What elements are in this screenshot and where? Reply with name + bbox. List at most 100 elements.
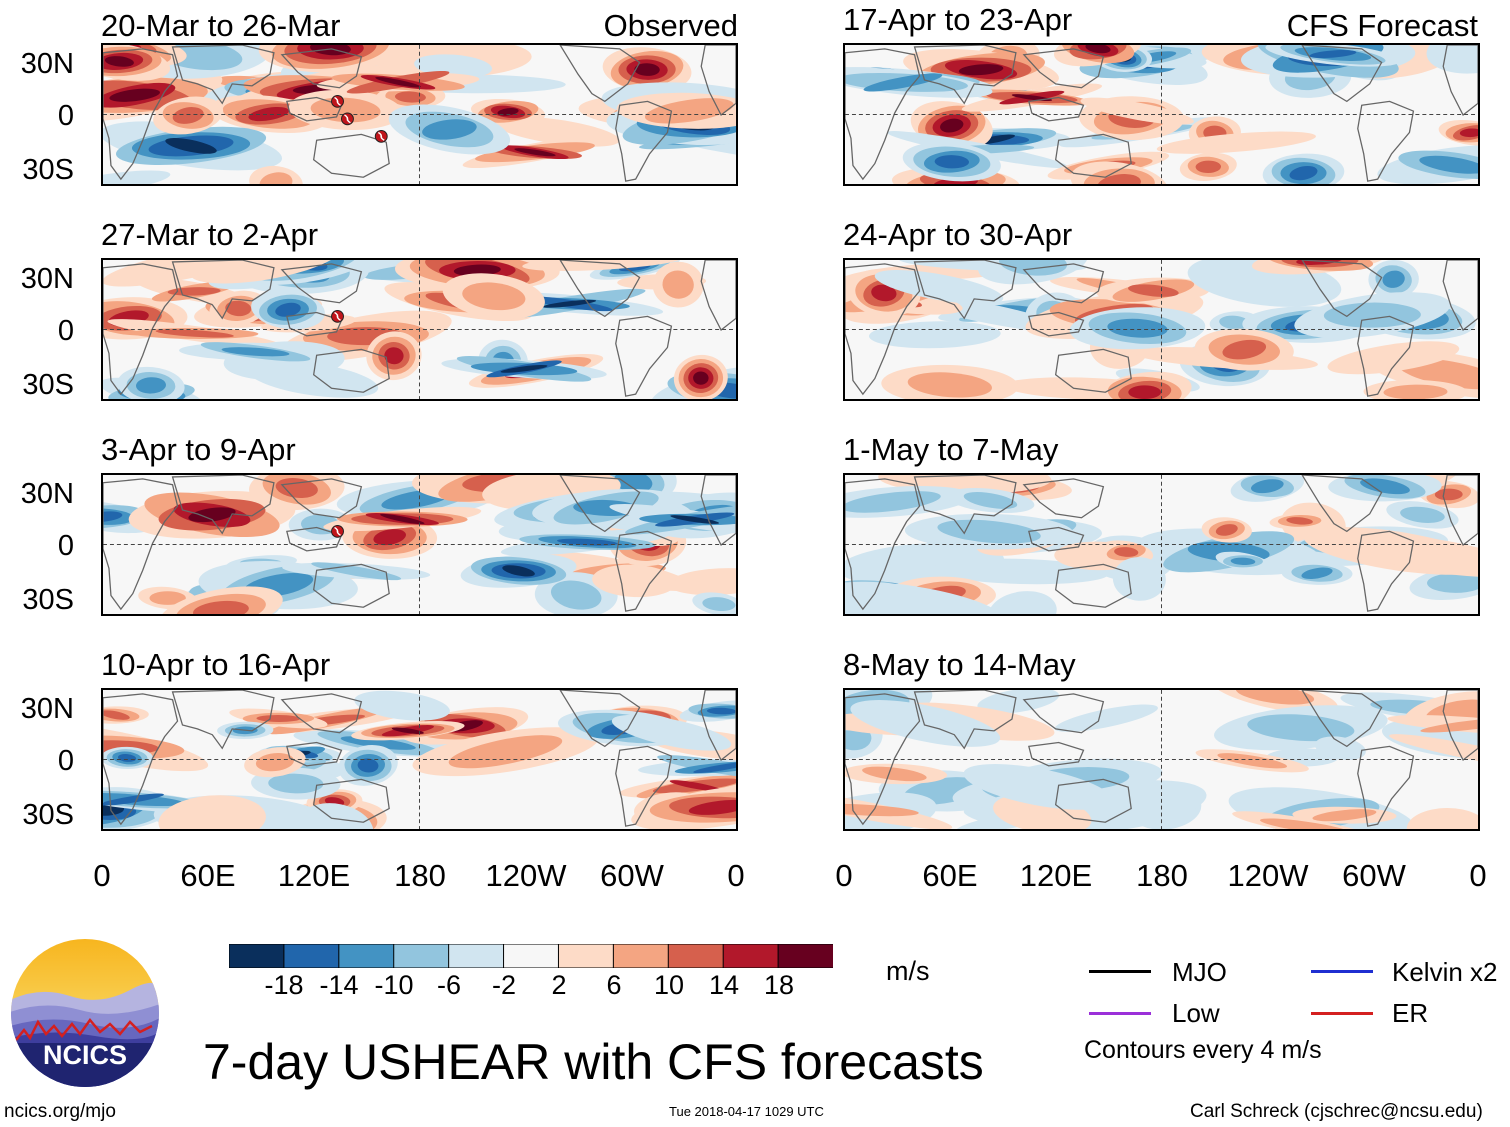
lat-label-0: 0: [57, 745, 74, 777]
lat-label-30s: 30S: [22, 584, 74, 616]
colorbar-unit: m/s: [886, 956, 930, 986]
colorbar-tick: 2: [551, 970, 567, 1000]
lon-label-0-end: 0: [727, 858, 745, 893]
colorbar-tick: -6: [436, 970, 462, 1000]
observed-map-2: [101, 258, 738, 401]
lon-label-180: 180: [394, 858, 446, 893]
lon-label-120e: 120E: [277, 858, 351, 893]
continent-outlines: [845, 690, 1478, 827]
colorbar-swatch: [722, 943, 780, 969]
lat-label-30s: 30S: [22, 799, 74, 831]
logo-text: NCICS: [43, 1040, 127, 1070]
shear-field-map: [103, 475, 736, 614]
lat-label-0: 0: [57, 100, 74, 132]
forecast-map-3: [843, 473, 1480, 616]
kelvin-legend-line: [1311, 970, 1373, 973]
tropical-cyclone-icon: [374, 130, 388, 143]
forecast-map-2: [843, 258, 1480, 401]
tropical-cyclone-icon: [331, 525, 344, 538]
colorbar-swatch: [448, 943, 505, 969]
tropical-cyclone-icon: [331, 95, 344, 108]
lat-label-30n: 30N: [20, 48, 74, 80]
footer-timestamp: Tue 2018-04-17 1029 UTC: [669, 1104, 824, 1119]
colorbar-swatch: [228, 943, 286, 969]
contours-note: Contours every 4 m/s: [1084, 1036, 1322, 1064]
lat-label-30s: 30S: [22, 154, 74, 186]
colorbar-swatch: [777, 943, 835, 969]
observed-panel-3-title: 3-Apr to 9-Apr: [101, 432, 296, 467]
lon-label-60w: 60W: [1342, 858, 1406, 893]
colorbar-swatch: [557, 943, 615, 969]
shear-anomaly-shading: [845, 45, 1478, 184]
shear-field-map: [845, 690, 1478, 829]
kelvin-legend-label: Kelvin x2: [1392, 957, 1498, 987]
shear-anomaly-shading: [845, 475, 1478, 614]
continent-outlines: [845, 260, 1478, 397]
colorbar-tick: 14: [708, 970, 740, 1000]
colorbar-tick: -14: [319, 970, 359, 1000]
colorbar-swatch: [338, 943, 395, 969]
lon-label-60w: 60W: [600, 858, 664, 893]
observed-map-4: [101, 688, 738, 831]
tropical-cyclone-icon: [331, 310, 344, 323]
continent-outlines: [845, 475, 1478, 612]
forecast-map-4: [843, 688, 1480, 831]
tropical-cyclone-icon: [340, 112, 354, 126]
continent-outlines: [103, 260, 736, 397]
shear-field-map: [103, 690, 736, 829]
continent-outlines: [103, 475, 736, 612]
lon-label-60e: 60E: [180, 858, 236, 893]
shear-anomaly-shading: [103, 690, 736, 829]
colorbar-tick: -10: [374, 970, 414, 1000]
colorbar-swatch: [283, 943, 340, 969]
er-legend-line: [1311, 1012, 1373, 1015]
low-legend-label: Low: [1172, 998, 1220, 1028]
observed-map-1: [101, 43, 738, 186]
forecast-map-1: [843, 43, 1480, 186]
footer-author[interactable]: Carl Schreck (cjschrec@ncsu.edu): [1190, 1101, 1483, 1122]
shear-anomaly-shading: [845, 690, 1478, 829]
shear-anomaly-shading: [103, 475, 736, 614]
forecast-column-label: CFS Forecast: [1286, 8, 1478, 43]
shear-anomaly-shading: [103, 260, 736, 399]
lat-label-30n: 30N: [20, 693, 74, 725]
forecast-panel-2-title: 24-Apr to 30-Apr: [843, 217, 1073, 252]
footer-website[interactable]: ncics.org/mjo: [4, 1101, 116, 1122]
observed-column-label: Observed: [603, 8, 738, 43]
observed-panel-2-title: 27-Mar to 2-Apr: [101, 217, 319, 252]
lon-label-60e: 60E: [922, 858, 978, 893]
low-legend-line: [1089, 1012, 1151, 1015]
continent-outlines: [845, 45, 1478, 182]
lat-label-0: 0: [57, 530, 74, 562]
lon-label-120e: 120E: [1019, 858, 1093, 893]
ncics-logo: NCICS: [10, 938, 160, 1088]
observed-map-3: [101, 473, 738, 616]
continent-outlines: [103, 690, 736, 827]
mjo-legend-label: MJO: [1172, 957, 1227, 987]
colorbar-tick: 10: [653, 970, 685, 1000]
shear-field-map: [845, 475, 1478, 614]
colorbar-swatch: [503, 943, 560, 969]
observed-panel-4-title: 10-Apr to 16-Apr: [101, 647, 331, 682]
observed-panel-1-title: 20-Mar to 26-Mar: [101, 8, 341, 43]
colorbar: [228, 943, 835, 969]
shear-field-map: [845, 45, 1478, 184]
lat-label-30n: 30N: [20, 478, 74, 510]
ncics-logo-graphic: NCICS: [11, 939, 159, 1087]
colorbar-swatch: [667, 943, 725, 969]
colorbar-tick: 6: [606, 970, 622, 1000]
colorbar-swatches: [228, 943, 835, 969]
forecast-panel-4-title: 8-May to 14-May: [843, 647, 1076, 682]
lat-label-30s: 30S: [22, 369, 74, 401]
shear-field-map: [103, 45, 736, 184]
lon-label-180: 180: [1136, 858, 1188, 893]
continent-outlines: [103, 45, 736, 182]
lon-label-0-end: 0: [1469, 858, 1487, 893]
colorbar-swatch: [393, 943, 450, 969]
colorbar-tick: 18: [763, 970, 795, 1000]
colorbar-tick: -2: [491, 970, 517, 1000]
lat-label-30n: 30N: [20, 263, 74, 295]
colorbar-swatch: [612, 943, 670, 969]
er-legend-label: ER: [1392, 998, 1429, 1028]
colorbar-tick: -18: [264, 970, 304, 1000]
